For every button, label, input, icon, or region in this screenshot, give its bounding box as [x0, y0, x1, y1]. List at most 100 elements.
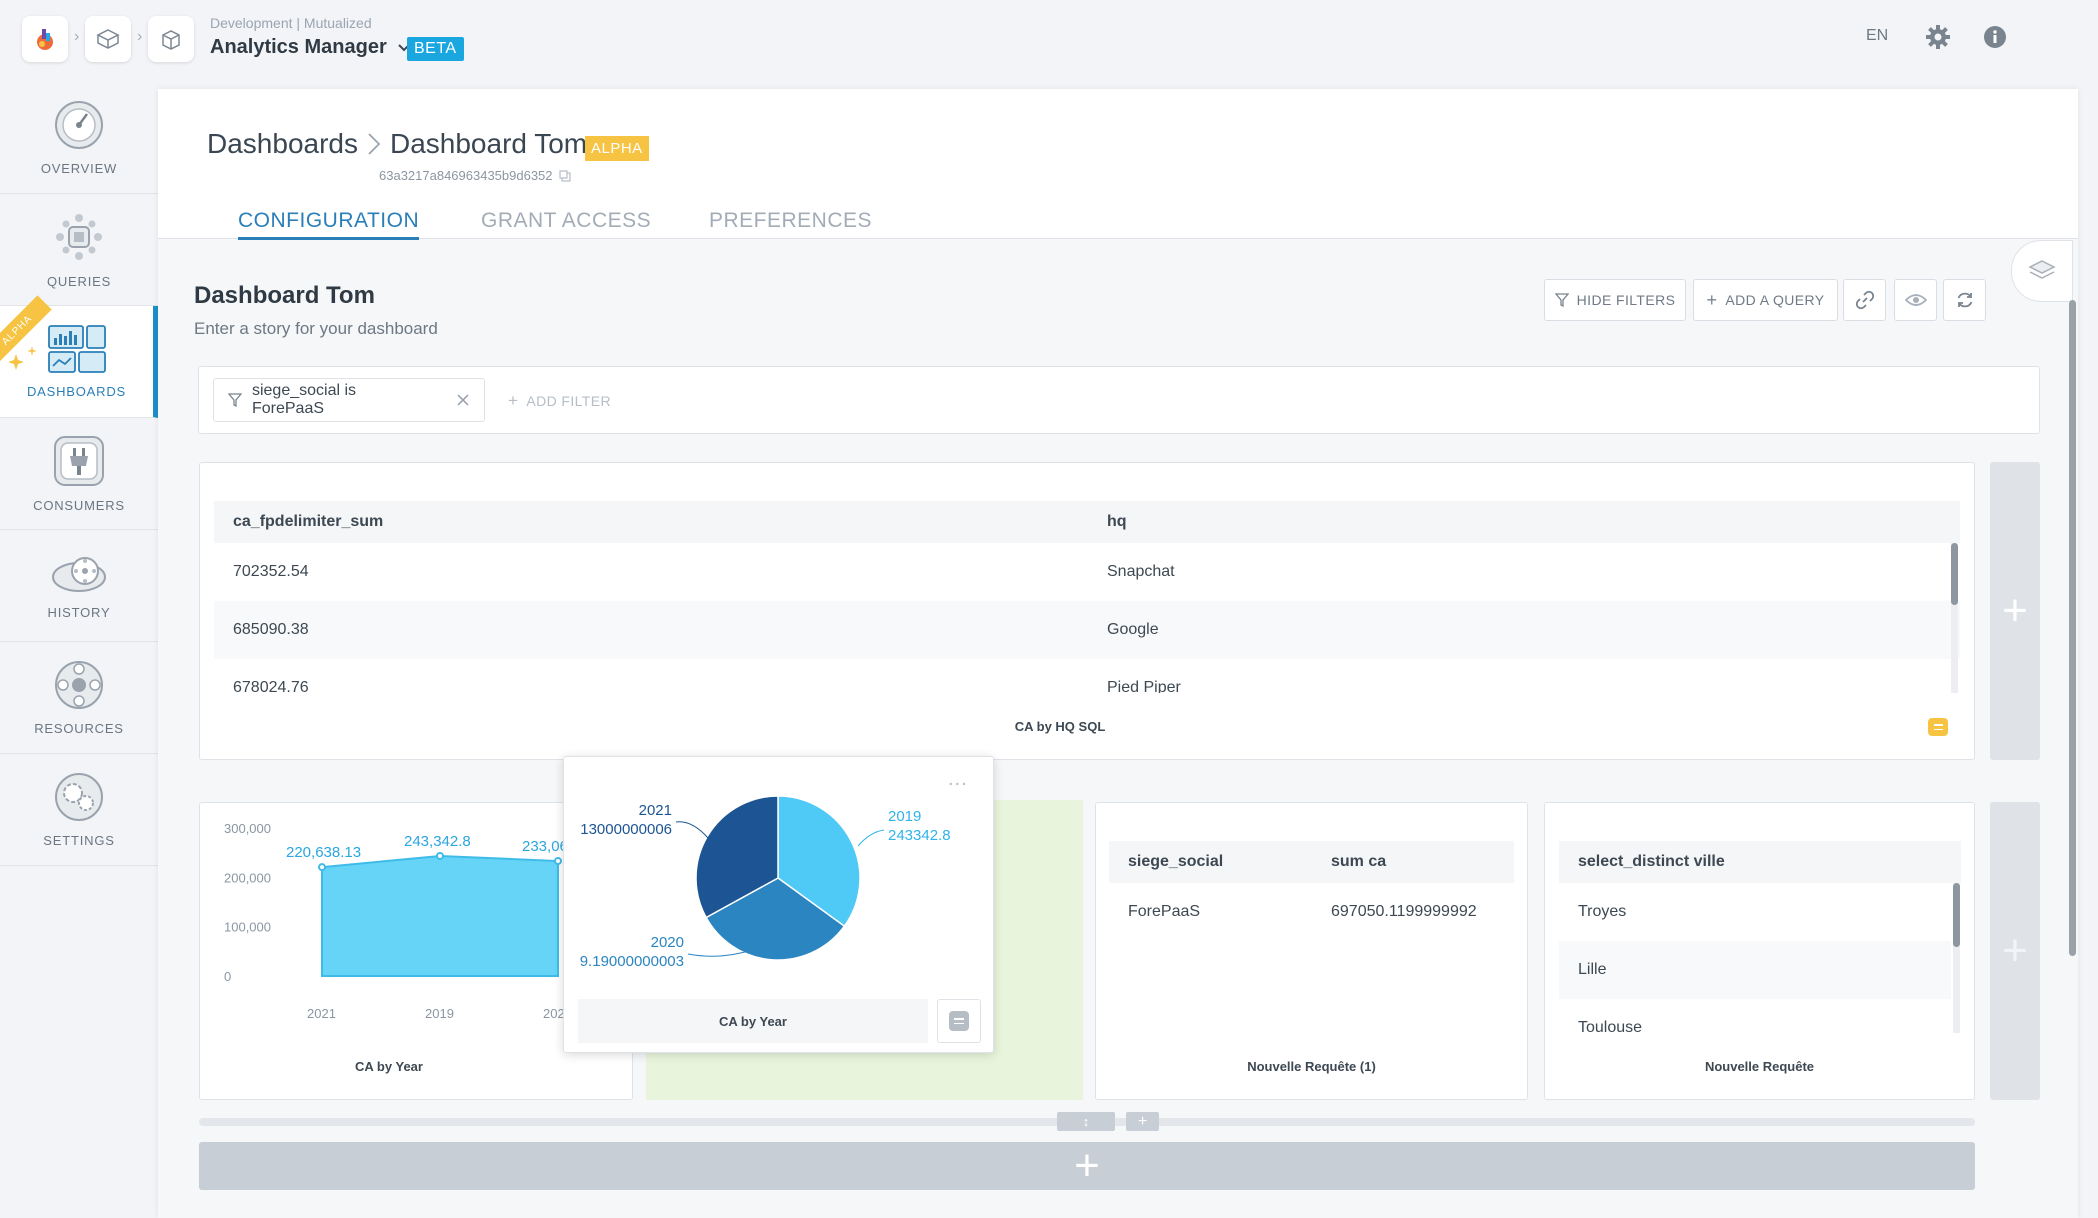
sidebar-item-overview[interactable]: OVERVIEW [0, 82, 158, 194]
table-cell: Lille [1578, 961, 1607, 978]
app-title: Analytics Manager [210, 36, 387, 58]
column-header[interactable]: siege_social [1128, 853, 1224, 870]
copy-icon[interactable] [558, 169, 571, 182]
sidebar-item-label: OVERVIEW [40, 161, 118, 176]
dashboard-story[interactable]: Enter a story for your dashboard [194, 319, 438, 338]
dashboard-title[interactable]: Dashboard Tom [194, 282, 375, 309]
widget-caption: CA by HQ SQL [1014, 719, 1106, 734]
sidebar-item-consumers[interactable]: CONSUMERS [0, 418, 158, 530]
share-link-button[interactable] [1843, 279, 1886, 321]
page-scrollbar[interactable] [2069, 300, 2076, 956]
table-row: 678024.76 Pied Piper [214, 659, 1960, 693]
eye-icon [1904, 294, 1927, 306]
tab-grant-access[interactable]: GRANT ACCESS [481, 209, 652, 232]
refresh-icon [1957, 292, 1972, 308]
area-series [321, 854, 559, 977]
sidebar-item-history[interactable]: HISTORY [0, 530, 158, 642]
widget-caption: Nouvelle Requête (1) [1247, 1059, 1376, 1074]
add-column-button[interactable]: + [1990, 462, 2040, 760]
dashboard-id-text: 63a3217a846963435b9d6352 [379, 168, 553, 183]
preview-button[interactable] [1894, 279, 1937, 321]
data-point [554, 857, 562, 866]
sidebar-item-label: RESOURCES [34, 721, 124, 736]
filter-chip-label: siege_social is ForePaaS [251, 382, 357, 417]
add-column-button[interactable]: + [1990, 802, 2040, 1100]
pie-label: 13000000006 [580, 821, 672, 838]
widget-caption: Nouvelle Requête [1704, 1059, 1815, 1074]
sidebar-item-queries[interactable]: QUERIES [0, 194, 158, 306]
plug-icon [54, 436, 104, 486]
chevron-right-icon: › [74, 28, 80, 45]
app-switcher[interactable]: Analytics Manager [210, 36, 411, 59]
sidebar-item-resources[interactable]: RESOURCES [0, 642, 158, 754]
breadcrumb: Dashboards Dashboard Tom [207, 128, 587, 160]
pie-slice [777, 795, 861, 928]
widget-caption: CA by Year [355, 1059, 423, 1074]
plus-icon: + [2002, 926, 2028, 975]
y-tick-label: 0 [224, 969, 231, 984]
add-filter-label: ADD FILTER [526, 393, 611, 409]
sidebar-item-settings[interactable]: SETTINGS [0, 754, 158, 866]
table-header: siege_social sum ca [1109, 841, 1514, 883]
table-cell: 702352.54 [233, 563, 309, 580]
x-tick-label: 2021 [307, 1006, 336, 1021]
hide-filters-button[interactable]: HIDE FILTERS [1544, 279, 1686, 321]
add-query-button[interactable]: + ADD A QUERY [1693, 279, 1838, 321]
pie-slice [705, 877, 846, 961]
app-crumb[interactable] [148, 16, 194, 62]
table-cell: Toulouse [1578, 1019, 1643, 1033]
language-selector[interactable]: EN [1866, 27, 1889, 44]
table-scrollbar[interactable] [1951, 543, 1958, 605]
tab-configuration[interactable]: CONFIGURATION [238, 209, 420, 240]
sidebar-item-label: HISTORY [47, 605, 111, 620]
data-label: 233,06 [522, 838, 568, 855]
table-scrollbar[interactable] [1953, 883, 1960, 947]
insert-row-button[interactable]: + [1126, 1112, 1159, 1131]
pie-label: 2021 [639, 802, 672, 819]
gear-icon[interactable] [1925, 24, 1951, 50]
history-icon [52, 557, 106, 592]
filter-chip[interactable]: siege_social is ForePaaS [213, 378, 485, 422]
speedometer-icon [55, 101, 103, 149]
top-bar: › › Development | Mutualized Analytics M… [0, 0, 2098, 82]
add-filter-button[interactable]: + ADD FILTER [508, 391, 611, 411]
y-tick-label: 100,000 [224, 920, 271, 935]
tab-preferences[interactable]: PREFERENCES [709, 209, 873, 232]
plus-icon: + [1074, 1141, 1100, 1190]
pie-label: 2019 [888, 808, 921, 825]
forepaas-logo[interactable] [22, 16, 68, 62]
data-point [436, 851, 444, 860]
chevron-right-icon: › [137, 28, 143, 45]
refresh-button[interactable] [1943, 279, 1986, 321]
close-icon[interactable] [456, 393, 470, 407]
breadcrumb-root[interactable]: Dashboards [207, 128, 358, 159]
year-area-chart: 300,000 200,000 100,000 0 220,638.13 2021 243,… [224, 821, 568, 1021]
pie-caption-bar: CA by Year [578, 999, 928, 1043]
sql-badge-icon[interactable] [1928, 718, 1948, 736]
cubes-icon [96, 29, 120, 49]
add-row-button[interactable]: + [199, 1141, 1975, 1190]
app-logo-icon [37, 29, 53, 50]
alpha-badge: ALPHA [585, 136, 649, 161]
column-header[interactable]: sum ca [1331, 853, 1387, 870]
query-details-button[interactable] [937, 999, 981, 1043]
sidebar-item-label: QUERIES [46, 274, 112, 289]
widget-menu-icon[interactable]: ... [948, 768, 968, 790]
column-header[interactable]: hq [1107, 513, 1127, 530]
project-crumb[interactable] [85, 16, 131, 62]
table-body: Troyes Lille Toulouse [1559, 883, 1951, 1033]
layers-toggle-button[interactable] [2011, 240, 2073, 302]
table-body: 702352.54 Snapchat 685090.38 Google 6780… [214, 543, 1960, 693]
column-header[interactable]: ca_fpdelimiter_sum [233, 513, 384, 530]
table-row: ForePaaS 697050.1199999992 [1109, 883, 1514, 941]
info-icon[interactable] [1983, 25, 2007, 49]
dashboard-icon [47, 325, 106, 373]
table-row: Toulouse [1559, 999, 1951, 1033]
table-cell: 685090.38 [233, 621, 309, 638]
table-cell: Troyes [1578, 903, 1627, 920]
resize-handle-icon[interactable]: ↕ [1057, 1112, 1115, 1131]
filter-icon [228, 393, 242, 407]
column-header[interactable]: select_distinct ville [1578, 853, 1725, 870]
table-row: Lille [1559, 941, 1951, 999]
query-network-icon [56, 214, 102, 260]
